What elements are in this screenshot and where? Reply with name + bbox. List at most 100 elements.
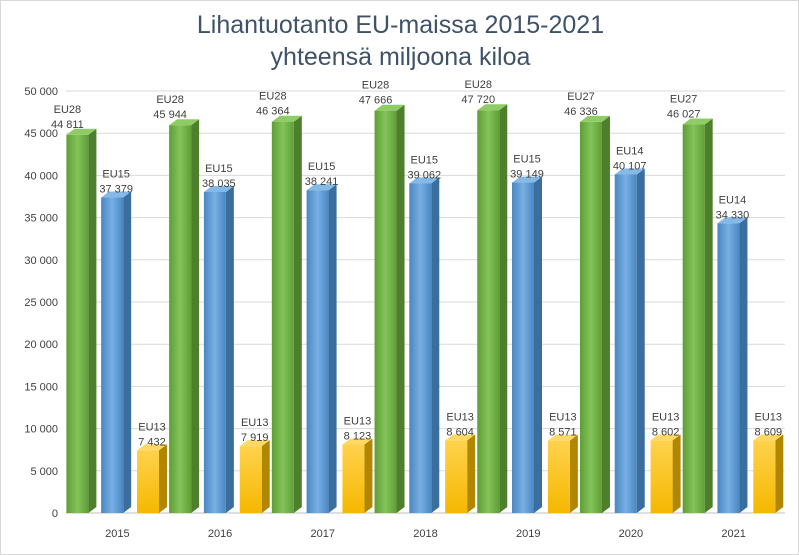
y-tick-label: 20 000 <box>24 339 58 351</box>
bar-top <box>682 118 713 125</box>
data-label-group: EU13 <box>652 411 680 423</box>
bar-top <box>753 434 784 441</box>
bar <box>374 110 397 513</box>
bar-top <box>271 115 302 122</box>
bar-side <box>499 104 508 514</box>
bar-top <box>101 191 132 198</box>
y-tick-label: 50 000 <box>24 86 58 98</box>
data-label-value: 34 330 <box>716 209 750 221</box>
data-label-value: 38 241 <box>305 176 339 188</box>
bar <box>342 444 365 513</box>
bar <box>682 124 705 514</box>
data-label-value: 38 035 <box>202 178 236 190</box>
bar <box>306 190 329 513</box>
bar <box>203 191 226 513</box>
bar <box>477 110 500 514</box>
bar-top <box>579 115 610 122</box>
bar-side <box>467 434 476 513</box>
bar-side <box>293 115 302 514</box>
data-label-group: EU28 <box>259 91 287 103</box>
y-tick-label: 25 000 <box>24 297 58 309</box>
data-label-group: EU28 <box>464 79 492 91</box>
bar-side <box>364 438 373 513</box>
bar <box>137 450 160 513</box>
data-label-group: EU15 <box>411 154 439 166</box>
data-label-value: 8 609 <box>755 426 783 438</box>
bar <box>66 134 89 513</box>
data-label-group: EU27 <box>670 94 698 106</box>
bar <box>409 183 432 514</box>
bar-top <box>717 217 748 224</box>
data-label-group: EU14 <box>719 194 747 206</box>
bar <box>547 440 570 513</box>
data-label-group: EU13 <box>446 411 474 423</box>
bar <box>169 125 192 514</box>
bar-side <box>431 177 440 514</box>
data-label-group: EU15 <box>205 163 233 175</box>
bar-side <box>775 434 784 513</box>
bar-top <box>342 438 373 445</box>
bar-top <box>512 176 543 183</box>
bar <box>445 440 468 513</box>
bar-top <box>66 128 97 135</box>
bar-top <box>137 444 168 451</box>
bar-top <box>547 434 578 441</box>
bar <box>650 440 673 513</box>
bar-side <box>225 185 234 513</box>
bar-top <box>614 168 645 175</box>
bar-side <box>261 440 270 513</box>
data-label-group: EU28 <box>156 94 184 106</box>
data-label-value: 37 379 <box>99 184 133 196</box>
bar <box>753 440 776 513</box>
data-label-value: 47 666 <box>359 95 393 107</box>
chart-subtitle: yhteensä miljoona kiloa <box>270 43 531 71</box>
data-label-value: 39 062 <box>407 169 441 181</box>
data-label-value: 8 571 <box>549 427 577 439</box>
bar-top <box>169 119 200 126</box>
bar <box>614 174 637 513</box>
data-label-value: 47 720 <box>461 94 495 106</box>
data-label-group: EU28 <box>54 104 82 116</box>
data-label-group: EU13 <box>241 417 269 429</box>
data-label-group: EU27 <box>567 91 595 103</box>
data-label-group: EU13 <box>755 411 783 423</box>
data-label-value: 8 123 <box>344 430 372 442</box>
data-label-value: 44 811 <box>51 119 84 131</box>
data-label-group: EU14 <box>616 145 644 157</box>
bar-side <box>739 217 748 513</box>
bar-top <box>477 104 508 111</box>
bar-top <box>409 177 440 184</box>
data-label-group: EU13 <box>138 421 166 433</box>
chart-title: Lihantuotanto EU-maissa 2015-2021 yhteen… <box>1 9 799 73</box>
bar-top <box>445 434 476 441</box>
bar-top <box>203 185 234 192</box>
bar-top <box>650 434 681 441</box>
bar-side <box>328 184 337 513</box>
y-tick-label: 5 000 <box>30 466 58 478</box>
data-label-value: 8 602 <box>652 426 680 438</box>
data-label-value: 7 919 <box>241 432 269 444</box>
bar-side <box>534 176 543 513</box>
x-tick-label: 2021 <box>721 528 745 540</box>
chart-title-line1: Lihantuotanto EU-maissa 2015-2021 <box>196 11 605 39</box>
bar-top <box>239 440 270 447</box>
x-tick-label: 2019 <box>516 528 540 540</box>
bar <box>101 197 124 513</box>
bar-side <box>396 104 405 513</box>
bar-side <box>704 118 713 514</box>
bar-side <box>191 119 200 514</box>
x-tick-label: 2020 <box>619 528 643 540</box>
bar <box>717 223 740 513</box>
y-tick-label: 0 <box>52 508 58 520</box>
bar <box>271 121 294 514</box>
data-label-group: EU15 <box>102 169 130 181</box>
y-tick-label: 35 000 <box>24 213 58 225</box>
bar-top <box>374 104 405 111</box>
data-label-group: EU15 <box>308 161 336 173</box>
bar-side <box>123 191 132 513</box>
data-label-group: EU13 <box>344 415 372 427</box>
data-label-value: 8 604 <box>446 426 474 438</box>
x-tick-label: 2018 <box>413 528 437 540</box>
y-tick-label: 30 000 <box>24 255 58 267</box>
